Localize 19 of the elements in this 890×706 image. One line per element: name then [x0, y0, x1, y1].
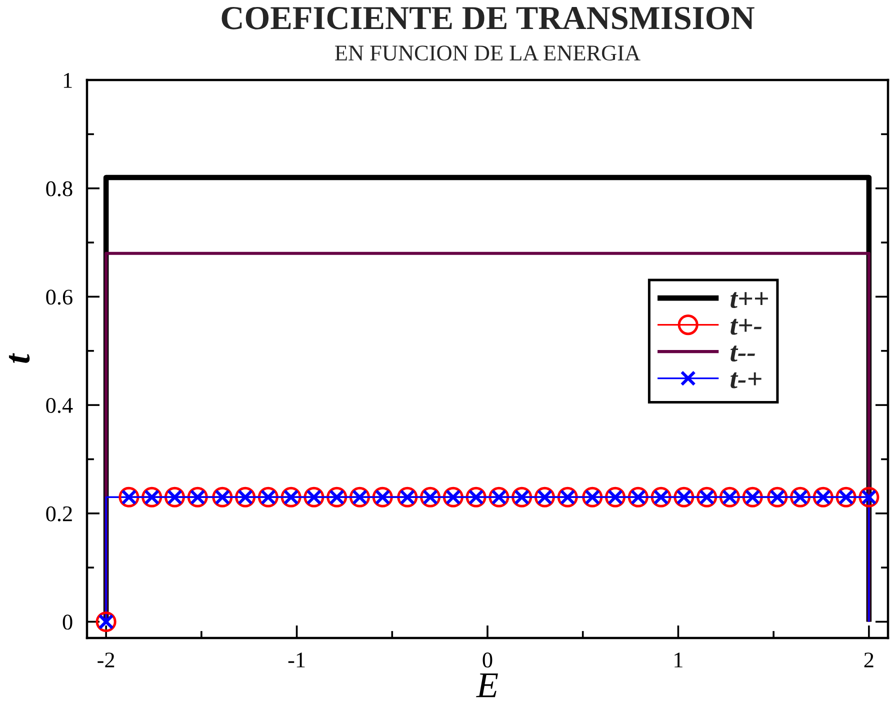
y-axis-title: t — [8, 353, 30, 363]
legend-label: t-- — [730, 346, 755, 362]
chart-subtitle: EN FUNCION DE LA ENERGIA — [335, 46, 640, 61]
y-tick-label: 0.6 — [46, 290, 72, 305]
x-tick-label: 2 — [864, 652, 874, 668]
x-tick-label: -1 — [288, 652, 305, 668]
y-tick-label: 1 — [64, 73, 72, 88]
y-tick-label: 0.2 — [46, 506, 72, 522]
legend-label: t-+ — [730, 372, 762, 388]
y-tick-label: 0.8 — [46, 181, 72, 196]
x-tick-label: -2 — [98, 652, 114, 668]
legend-label: t++ — [730, 292, 768, 308]
x-axis-title: E — [476, 673, 498, 698]
chart-title: COEFICIENTE DE TRANSMISION — [222, 6, 754, 30]
x-tick-label: 1 — [674, 652, 682, 668]
y-tick-label: 0.4 — [46, 398, 73, 414]
x-tick-label: 0 — [482, 652, 492, 668]
legend-label: t+- — [730, 318, 762, 335]
y-tick-label: 0 — [62, 614, 72, 630]
